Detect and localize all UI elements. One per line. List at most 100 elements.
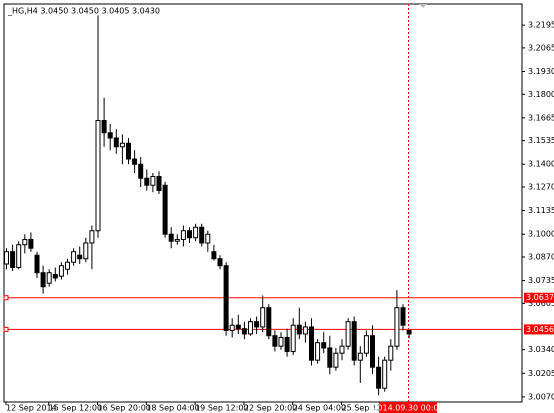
x-tick-label: 18 Sep 04:00 [146, 404, 199, 413]
x-tick-label: 12 Sep 2014 [6, 404, 57, 413]
candle-body [162, 184, 168, 235]
y-tick-label: 3.0205 [528, 369, 554, 378]
x-tick-label: 22 Sep 20:00 [244, 404, 297, 413]
candle-body [28, 238, 34, 249]
candle-body [278, 336, 284, 347]
candle-body [132, 158, 138, 165]
candle-body [107, 132, 113, 139]
candle-body [16, 244, 22, 268]
candle-body [370, 335, 375, 368]
candle-body [101, 120, 107, 134]
candle-body [95, 120, 101, 232]
candle-body [382, 359, 388, 389]
candle-body [168, 233, 174, 242]
candle-body [52, 273, 58, 279]
candle-body [119, 142, 125, 148]
candle-body [363, 335, 369, 354]
crosshair-box [379, 402, 437, 413]
candle-body [260, 307, 266, 328]
candle-body [58, 265, 64, 277]
shift-marker [419, 4, 427, 8]
marks: 3.2195 3.2065 3.1930 3.1800 3.1665 3.1535 3.14… [3, 15, 554, 413]
candle-body [254, 321, 260, 328]
candle-body [46, 272, 52, 284]
candle-body [241, 328, 247, 335]
y-tick-label: 3.0070 [528, 392, 554, 401]
candle-body [388, 345, 394, 361]
candle-body [187, 230, 192, 239]
candle-body [229, 324, 235, 331]
candle-body [266, 307, 272, 337]
candle-body [272, 335, 278, 347]
candle-body [77, 254, 83, 260]
plot-frame [3, 3, 523, 403]
candle-body [284, 336, 290, 352]
y-tick-label: 3.1800 [528, 90, 554, 99]
y-tick-label: 3.0605 [528, 299, 554, 308]
price-marker [3, 326, 9, 332]
chart-title: _HG,H4 3.0450 3.0450 3.0405 3.0430 [7, 7, 160, 16]
y-tick-label: 3.1000 [528, 230, 554, 239]
candle-body [339, 345, 345, 354]
y-tick-label: 3.1270 [528, 182, 554, 191]
y-tick-label: 3.0870 [528, 252, 554, 261]
candle-body [150, 175, 156, 186]
candle-body [376, 366, 382, 389]
y-tick-label: 3.1665 [528, 113, 554, 122]
y-tick-label: 3.1400 [528, 160, 554, 169]
candle-body [223, 265, 229, 331]
x-tick-label: 16 Sep 20:00 [98, 404, 151, 413]
price-marker [3, 295, 9, 301]
y-tick-label: 3.1135 [528, 206, 554, 215]
candle-body [83, 242, 89, 260]
price-label-box [524, 292, 554, 303]
y-tick-label: 3.0340 [528, 345, 554, 354]
crosshair-label: 2014.09.30 00:00 [372, 404, 443, 413]
candle-body [400, 307, 406, 326]
candle-body [156, 175, 162, 191]
candle-body [89, 230, 95, 244]
price-label: 3.0456 [526, 325, 554, 334]
price-label: 3.0637 [526, 293, 554, 302]
candle-body [193, 226, 199, 239]
candle-body [315, 342, 321, 361]
candle-body [302, 326, 308, 335]
candle-body [309, 326, 314, 361]
x-tick-label: 24 Sep 04:00 [293, 404, 346, 413]
candle-body [321, 342, 327, 349]
x-tick-label: 19 Sep 12:00 [195, 404, 248, 413]
candle-body [40, 272, 46, 288]
y-tick-label: 3.0735 [528, 276, 554, 285]
candle-body [22, 238, 28, 246]
candle-body [327, 347, 333, 368]
y-tick-label: 3.1930 [528, 67, 554, 76]
candle-body [126, 142, 131, 160]
candle-body [174, 238, 180, 242]
candle-body [248, 321, 253, 335]
y-tick-label: 3.2195 [528, 21, 554, 30]
y-tick-label: 3.1535 [528, 136, 554, 145]
x-tick-label: 25 Sep 12:00 [342, 404, 395, 413]
candle-body [4, 251, 9, 265]
candle-body [10, 251, 16, 268]
candle-body [296, 324, 302, 335]
candle-body [205, 233, 211, 244]
candle-body [351, 321, 357, 361]
y-tick-label: 3.2065 [528, 43, 554, 52]
candle-body [357, 352, 363, 361]
candle-body [144, 177, 150, 186]
candle-body [235, 324, 241, 330]
candle-body [406, 329, 412, 335]
candle-body [211, 251, 217, 260]
candle-body [345, 321, 351, 347]
candle-body [199, 226, 205, 244]
x-tick-label: 15 Sep 12:00 [49, 404, 102, 413]
candle-body [113, 137, 119, 148]
price-label-box [524, 324, 554, 335]
candle-body [71, 251, 77, 263]
candle-body [394, 307, 400, 347]
candle-body [333, 352, 339, 368]
candle-body [65, 261, 70, 270]
candle-body [290, 324, 296, 352]
